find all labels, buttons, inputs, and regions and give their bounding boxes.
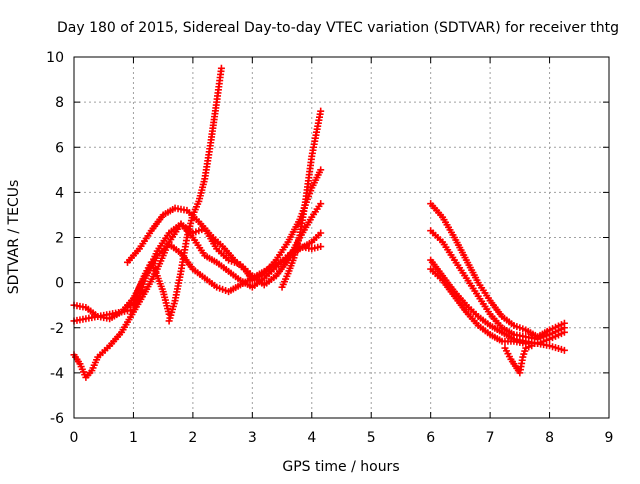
x-tick-label: 6 [426,430,435,446]
x-tick-label: 0 [70,430,79,446]
series-12 [501,342,536,377]
y-tick-label: 10 [46,50,64,66]
y-tick-label: 6 [55,140,64,156]
x-tick-label: 5 [367,430,376,446]
x-tick-label: 8 [545,430,554,446]
x-tick-label: 1 [129,430,138,446]
series-markers [427,227,568,343]
series-layer [70,64,568,381]
y-tick-label: -2 [50,321,64,337]
chart-title: Day 180 of 2015, Sidereal Day-to-day VTE… [57,20,619,36]
series-8 [427,200,568,341]
series-markers [124,258,173,318]
y-tick-label: 8 [55,95,64,111]
y-tick-label: -6 [50,411,64,427]
series-markers [427,200,568,341]
series-7 [278,107,325,291]
y-tick-label: 4 [55,185,64,201]
x-tick-label: 3 [248,430,257,446]
series-9 [427,227,568,343]
series-trace [429,202,566,338]
series-markers [501,342,536,377]
x-tick-label: 2 [188,430,197,446]
y-tick-label: -4 [50,366,64,382]
grid-layer [74,57,609,418]
x-axis-label: GPS time / hours [282,459,399,475]
y-tick-label: 0 [55,276,64,292]
ticks-layer: 0 1 2 3 4 5 6 7 8 9 -6 -4 -2 0 2 4 6 8 10 [46,50,613,446]
series-markers [165,64,225,325]
series-5 [124,258,173,318]
x-tick-label: 4 [307,430,316,446]
y-axis-label: SDTVAR / TECUs [6,180,22,295]
x-tick-label: 7 [486,430,495,446]
y-tick-label: 2 [55,231,64,247]
series-markers [278,107,325,291]
x-tick-label: 9 [605,430,614,446]
series-6 [165,64,225,325]
